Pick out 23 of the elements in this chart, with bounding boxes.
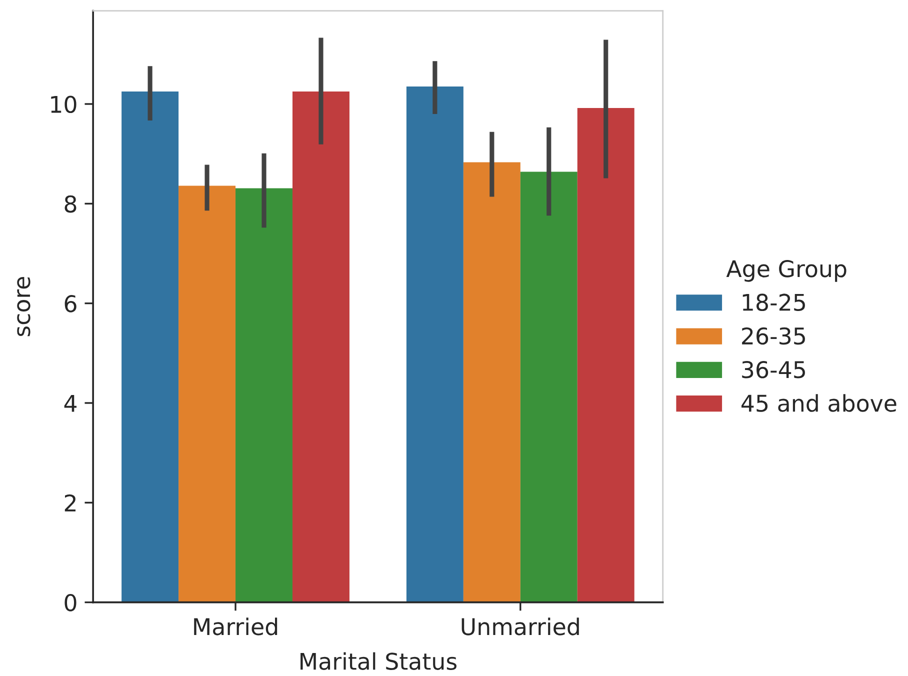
legend-title: Age Group — [726, 260, 846, 282]
bar — [178, 186, 236, 602]
legend-label: 18-25 — [742, 294, 805, 312]
legend-label: 36-45 — [742, 360, 805, 378]
x-tick-label: Unmarried — [462, 618, 579, 636]
bar — [236, 188, 292, 602]
y-tick-label: 8 — [64, 195, 76, 213]
bar — [520, 172, 578, 602]
bar — [122, 92, 179, 602]
x-axis-title: Marital Status — [300, 652, 456, 670]
y-tick-label: 4 — [64, 394, 77, 412]
legend-label: 45 and above — [741, 394, 896, 412]
y-axis-title: score — [17, 277, 30, 336]
y-tick-label: 10 — [51, 96, 76, 114]
bar — [463, 162, 520, 602]
x-tick-label: Married — [194, 618, 278, 636]
y-tick-label: 6 — [64, 295, 76, 312]
y-tick-label: 2 — [64, 494, 76, 512]
bar — [406, 86, 464, 602]
bar — [292, 92, 350, 602]
y-tick-label: 0 — [64, 594, 76, 612]
legend-label: 26-35 — [742, 327, 805, 345]
bar — [577, 108, 634, 602]
